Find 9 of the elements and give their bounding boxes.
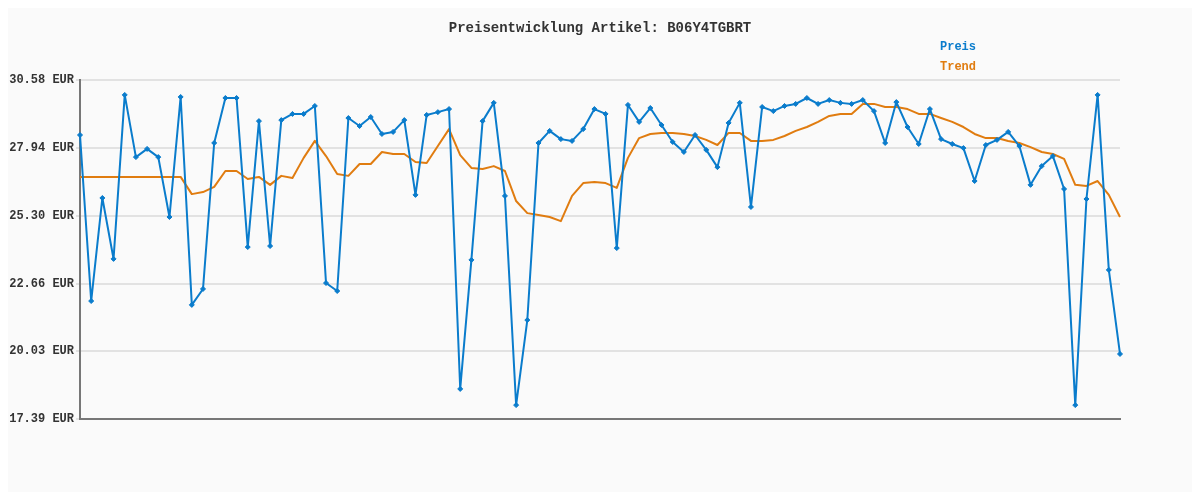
y-tick-label: 25.30 EUR [9, 208, 75, 223]
text: Trend [940, 60, 977, 75]
y-tick-label: 27.94 EUR [9, 140, 75, 155]
y-tick-label: 17.39 EUR [9, 412, 75, 427]
y-tick-label: 20.03 EUR [9, 344, 75, 359]
chart-title: Preisentwicklung Artikel: B06Y4TGBRT [448, 19, 752, 36]
text: Preis [940, 40, 977, 55]
y-tick-label: 22.66 EUR [9, 276, 75, 291]
y-tick-label: 30.58 EUR [9, 73, 75, 88]
